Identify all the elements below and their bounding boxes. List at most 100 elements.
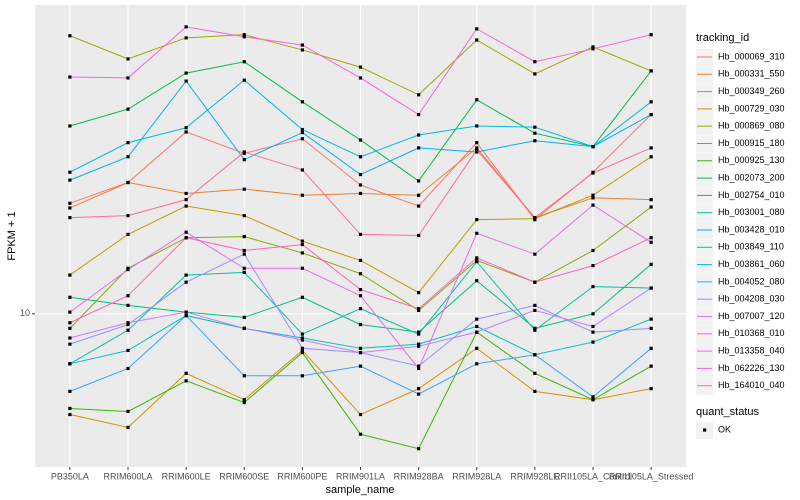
point xyxy=(300,374,304,378)
point xyxy=(242,374,246,378)
point xyxy=(184,310,188,314)
point xyxy=(242,235,246,239)
point xyxy=(300,338,304,342)
point xyxy=(649,240,653,244)
point xyxy=(475,150,479,154)
legend-label: Hb_010368_010 xyxy=(718,328,785,338)
point xyxy=(533,60,537,64)
point xyxy=(417,364,421,368)
x-tick-label: RRIM600LA xyxy=(103,471,152,481)
point xyxy=(184,130,188,134)
point xyxy=(533,308,537,313)
point xyxy=(184,280,188,284)
x-tick-label: PB350LA xyxy=(51,471,89,481)
point xyxy=(68,75,72,79)
point xyxy=(358,364,363,368)
point xyxy=(358,432,363,436)
point xyxy=(126,214,130,218)
point xyxy=(533,389,537,393)
point xyxy=(126,268,130,272)
point xyxy=(533,328,537,332)
point xyxy=(126,348,130,353)
point xyxy=(591,248,595,253)
legend-label: Hb_003861_060 xyxy=(718,259,785,269)
point xyxy=(649,326,653,330)
point xyxy=(300,251,304,255)
point xyxy=(533,326,537,330)
point xyxy=(475,317,479,321)
point xyxy=(68,326,72,330)
point xyxy=(300,127,304,132)
point xyxy=(533,131,537,135)
point xyxy=(358,183,363,187)
point xyxy=(300,137,304,141)
point xyxy=(242,33,246,37)
point xyxy=(533,125,537,129)
point xyxy=(475,98,479,102)
point xyxy=(68,406,72,411)
point xyxy=(591,312,595,316)
point xyxy=(242,150,246,154)
point xyxy=(184,379,188,383)
point xyxy=(649,69,653,73)
x-tick-label: RRIM928LE xyxy=(510,471,559,481)
point xyxy=(242,187,246,191)
point xyxy=(126,425,130,430)
point xyxy=(358,232,363,237)
point xyxy=(475,231,479,235)
point xyxy=(417,344,421,348)
legend-label: Hb_007007_120 xyxy=(718,311,785,321)
point xyxy=(126,321,130,325)
point xyxy=(242,60,246,64)
point xyxy=(475,27,479,31)
point xyxy=(533,139,537,143)
point xyxy=(300,346,304,350)
point xyxy=(68,124,72,128)
point xyxy=(417,342,421,346)
point xyxy=(475,324,479,329)
point xyxy=(126,57,130,61)
point xyxy=(300,100,304,104)
point xyxy=(358,307,363,311)
point xyxy=(300,43,304,47)
x-tick-label: RRIM600PE xyxy=(277,471,327,481)
x-tick-label: RRIM600SE xyxy=(219,471,269,481)
point xyxy=(649,198,653,202)
point xyxy=(649,346,653,350)
point xyxy=(68,412,72,417)
point xyxy=(475,346,479,350)
point xyxy=(300,130,304,135)
point xyxy=(300,295,304,299)
point xyxy=(358,322,363,327)
x-tick-label: RRII105LA_Stressed xyxy=(609,471,694,481)
y-axis-title: FPKM + 1 xyxy=(6,211,18,260)
point xyxy=(475,124,479,128)
point xyxy=(649,364,653,368)
point xyxy=(591,340,595,344)
point xyxy=(358,294,363,298)
point xyxy=(300,332,304,336)
point xyxy=(591,330,595,334)
point xyxy=(242,35,246,39)
point xyxy=(184,230,188,234)
point xyxy=(68,362,72,366)
point xyxy=(242,315,246,319)
point xyxy=(68,342,72,346)
point xyxy=(649,205,653,209)
point xyxy=(649,286,653,290)
point xyxy=(649,317,653,321)
point xyxy=(126,141,130,145)
point xyxy=(591,45,595,49)
point xyxy=(68,310,72,314)
point xyxy=(126,409,130,414)
point xyxy=(300,350,304,355)
point xyxy=(533,353,537,357)
point xyxy=(300,168,304,172)
point xyxy=(417,291,421,295)
point xyxy=(417,392,421,396)
point xyxy=(68,273,72,277)
point xyxy=(475,256,479,260)
point xyxy=(184,273,188,277)
point xyxy=(417,204,421,208)
point xyxy=(242,158,246,162)
